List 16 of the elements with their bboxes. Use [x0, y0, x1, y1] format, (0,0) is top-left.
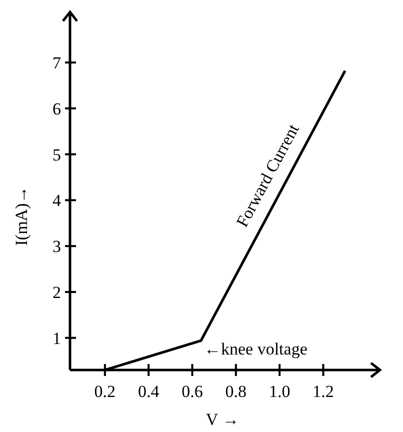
y-tick-label: 5: [52, 145, 61, 164]
x-tick-label: 0.2: [94, 382, 116, 401]
annotation: ←knee voltage: [204, 340, 308, 359]
x-tick-label: 0.6: [182, 382, 203, 401]
y-tick-label: 3: [52, 237, 61, 256]
x-tick-label: 1.2: [312, 382, 334, 401]
y-tick-label: 2: [52, 282, 61, 302]
x-tick-label: 0.8: [225, 382, 247, 401]
x-axis-title: V →: [206, 410, 240, 429]
y-axis-title: I(mA)→: [12, 186, 31, 246]
y-tick-label: 4: [52, 191, 62, 210]
x-tick-label: 0.4: [138, 382, 160, 401]
y-tick-label: 6: [52, 99, 61, 118]
x-tick-label: 1.0: [268, 382, 290, 401]
y-tick-label: 1: [52, 328, 61, 348]
y-tick-label: 7: [52, 53, 62, 72]
